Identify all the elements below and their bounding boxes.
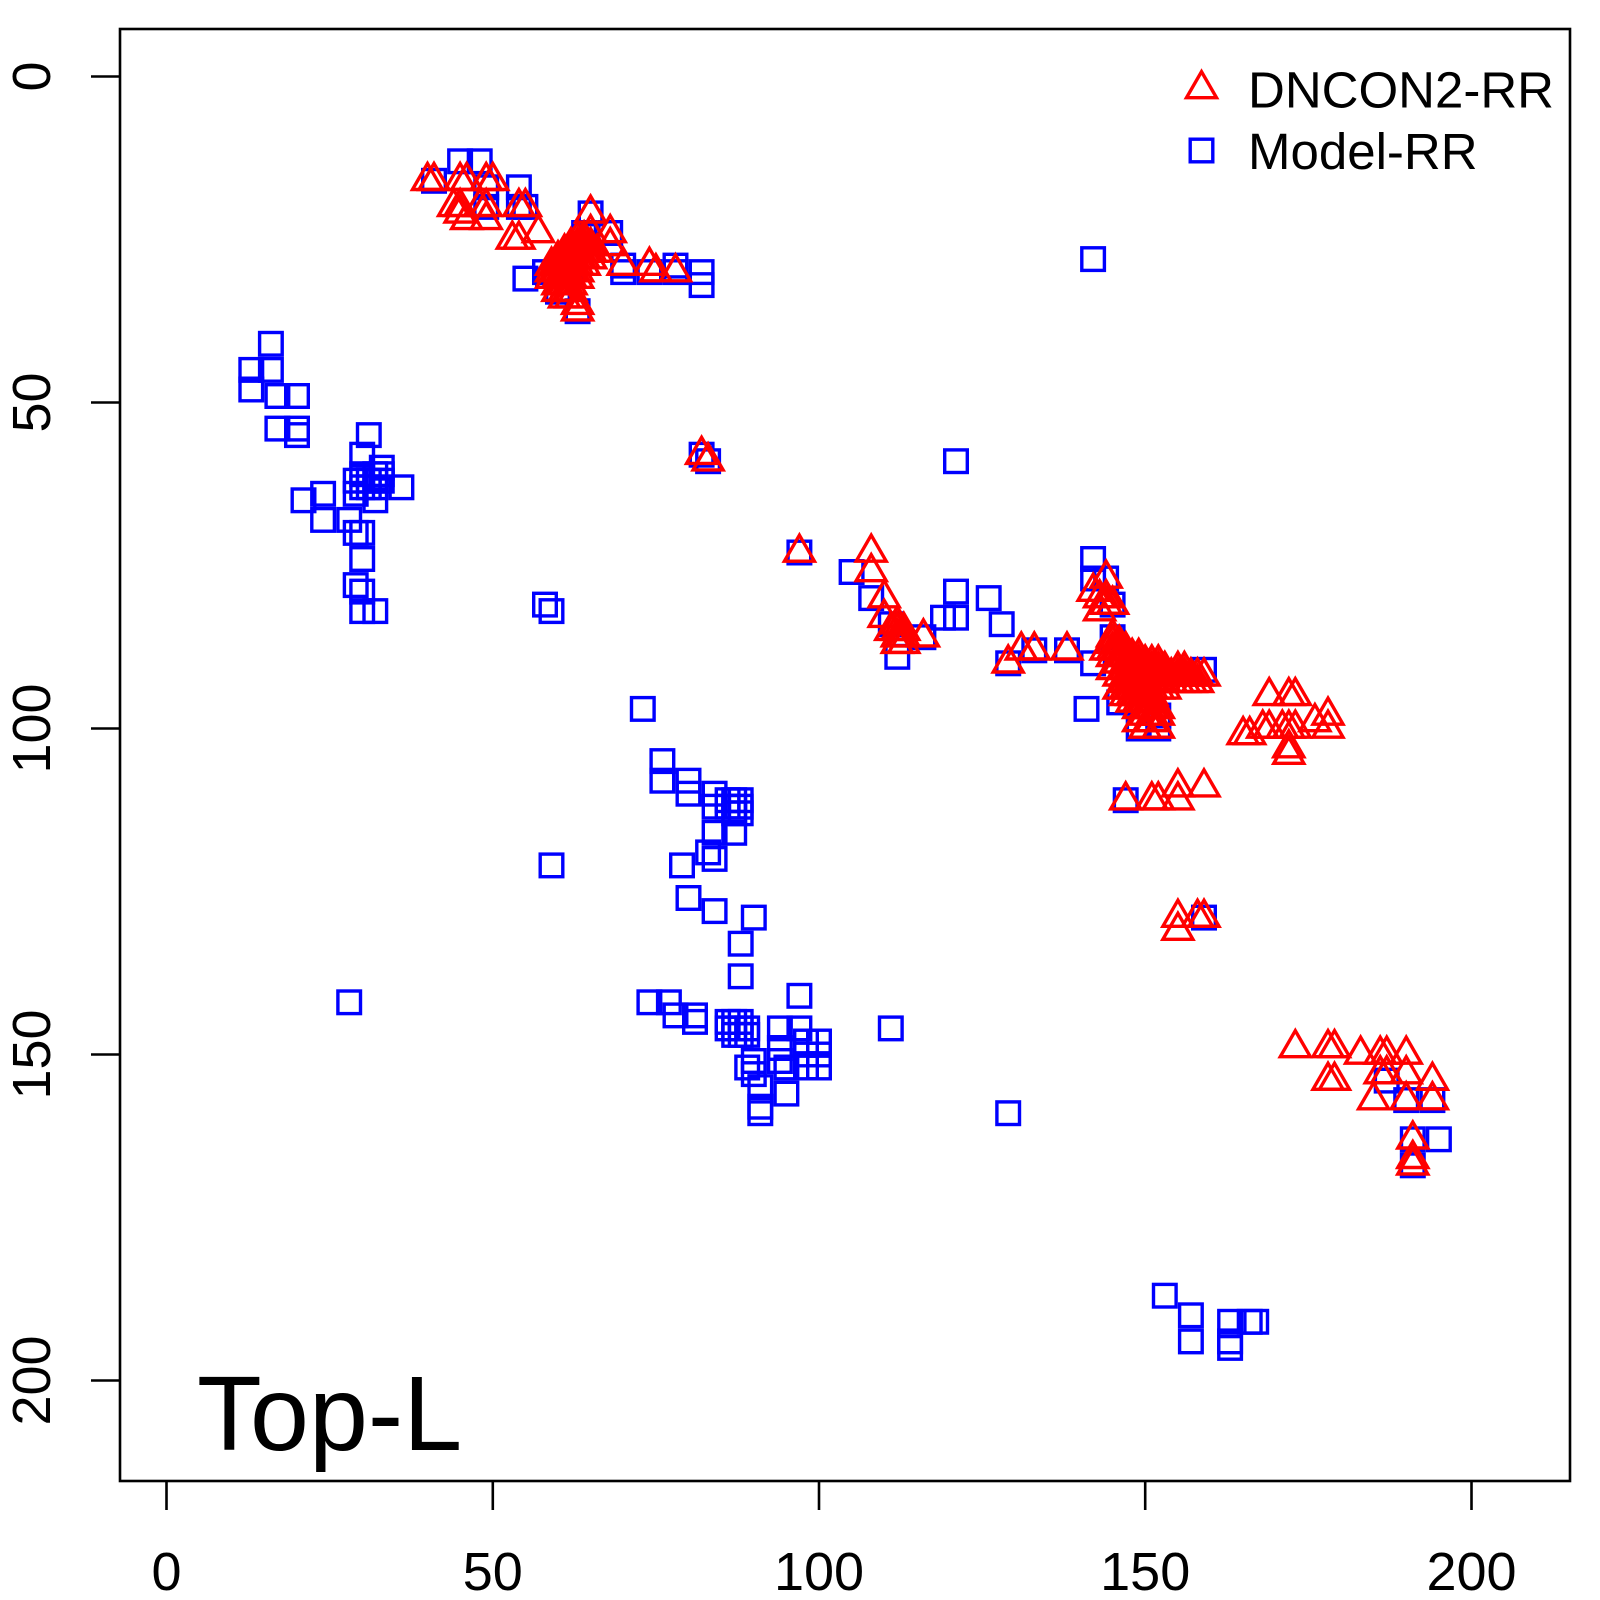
svg-text:Model-RR: Model-RR	[1248, 123, 1478, 180]
svg-text:150: 150	[2, 1009, 62, 1099]
svg-text:Top-L: Top-L	[197, 1355, 462, 1473]
svg-text:100: 100	[774, 1542, 864, 1600]
svg-text:0: 0	[151, 1542, 181, 1600]
svg-text:200: 200	[1426, 1542, 1516, 1600]
svg-text:150: 150	[1100, 1542, 1190, 1600]
svg-text:50: 50	[2, 372, 62, 432]
svg-text:100: 100	[2, 683, 62, 773]
svg-text:200: 200	[2, 1335, 62, 1425]
svg-text:DNCON2-RR: DNCON2-RR	[1248, 62, 1554, 119]
svg-text:50: 50	[463, 1542, 523, 1600]
svg-text:0: 0	[2, 61, 62, 91]
